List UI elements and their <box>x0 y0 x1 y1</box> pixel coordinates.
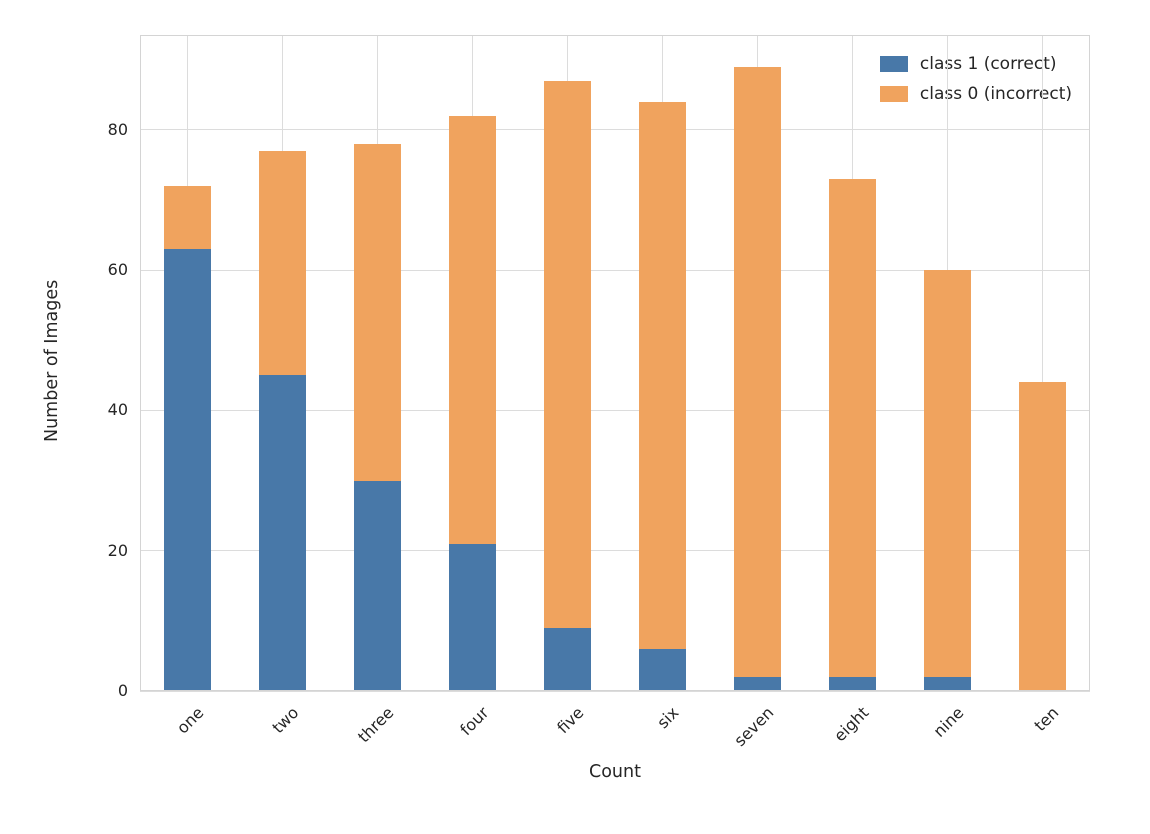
legend-label: class 0 (incorrect) <box>919 84 1072 104</box>
x-tick-label: four <box>455 703 492 740</box>
x-axis-label: Count <box>589 762 641 782</box>
bar-segment <box>259 150 306 376</box>
bar-segment <box>829 178 876 677</box>
gridline-horizontal <box>140 129 1090 131</box>
legend-label: class 1 (correct) <box>919 54 1057 74</box>
bar-segment <box>259 375 306 691</box>
bar-segment <box>734 676 781 691</box>
y-tick-label: 0 <box>117 681 128 700</box>
bar-segment <box>354 143 401 481</box>
x-tick-label: five <box>552 703 587 738</box>
legend-swatch-icon <box>879 86 908 102</box>
y-tick-label: 20 <box>107 540 128 560</box>
x-tick-label: one <box>172 703 207 738</box>
bar-segment <box>164 248 211 691</box>
bar-segment <box>924 270 971 677</box>
legend-item: class 1 (correct) <box>879 54 1072 74</box>
bar-segment <box>639 101 686 649</box>
x-tick-label: three <box>353 703 397 747</box>
bar-segment <box>829 676 876 691</box>
x-tick-label: six <box>652 703 682 733</box>
bar-segment <box>544 80 591 628</box>
bar-segment <box>924 676 971 691</box>
bar-segment <box>544 627 591 691</box>
gridline-horizontal <box>140 690 1090 692</box>
x-tick-label: nine <box>929 703 967 741</box>
gridline-horizontal <box>140 409 1090 412</box>
bar-segment <box>734 66 781 677</box>
bar-segment <box>164 185 211 249</box>
gridline-vertical <box>1042 35 1044 691</box>
bar-segment <box>639 648 686 691</box>
gridline-horizontal <box>140 269 1090 271</box>
legend-item: class 0 (incorrect) <box>879 84 1072 104</box>
bar-segment <box>354 480 401 691</box>
bar-segment <box>449 543 496 691</box>
y-axis-label: Number of Images <box>42 279 62 442</box>
x-tick-label: two <box>267 703 302 738</box>
gridline-horizontal <box>140 550 1090 552</box>
x-tick-label: eight <box>829 703 872 746</box>
legend-swatch-icon <box>879 56 908 72</box>
bar-segment <box>1019 382 1066 691</box>
x-tick-label: ten <box>1029 703 1062 736</box>
y-tick-label: 60 <box>107 260 128 280</box>
chart-legend: class 1 (correct) class 0 (incorrect) <box>873 50 1078 108</box>
x-tick-label: seven <box>729 703 777 751</box>
y-tick-label: 40 <box>107 400 128 420</box>
bar-segment <box>449 115 496 544</box>
y-tick-label: 80 <box>107 119 128 139</box>
